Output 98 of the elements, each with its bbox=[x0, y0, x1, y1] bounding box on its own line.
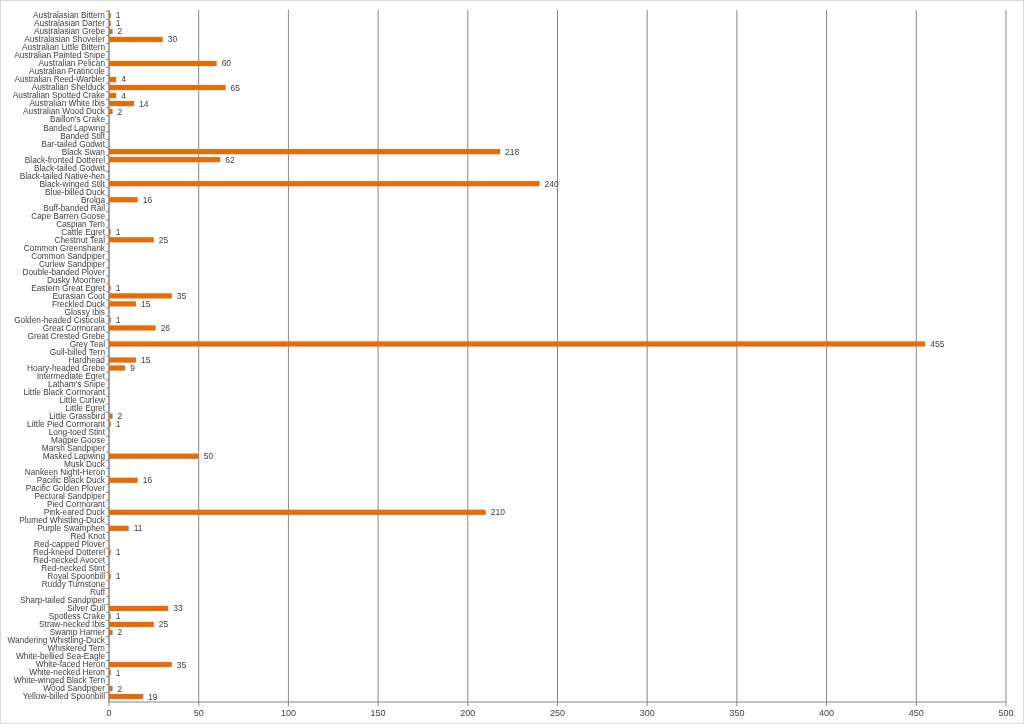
data-label: 30 bbox=[167, 34, 178, 45]
data-label: 1 bbox=[115, 419, 121, 430]
data-label: 19 bbox=[148, 691, 158, 702]
data-label: 1 bbox=[115, 571, 121, 582]
data-label: 4 bbox=[121, 74, 127, 85]
y-tick-label: Long-toed Stint bbox=[48, 427, 106, 438]
x-tick-label: 150 bbox=[370, 708, 386, 718]
y-tick-label: Hoary-headed Grebe bbox=[27, 362, 106, 373]
y-tick-label: Australian Little Bittern bbox=[21, 42, 106, 53]
data-label: 4 bbox=[121, 90, 127, 101]
y-tick-label: Plumed Whistling-Duck bbox=[19, 515, 106, 526]
y-tick-label: Grey Teal bbox=[69, 338, 106, 349]
data-label: 2 bbox=[117, 26, 123, 37]
data-label: 25 bbox=[158, 234, 169, 245]
x-tick-label: 450 bbox=[908, 708, 924, 718]
data-label: 16 bbox=[142, 194, 153, 205]
y-tick-label: Sharp-tailed Sandpiper bbox=[20, 595, 106, 606]
y-tick-label: Freckled Duck bbox=[51, 298, 106, 309]
data-label: 11 bbox=[133, 523, 143, 534]
data-label: 1 bbox=[115, 667, 121, 678]
y-tick-label: Australian Pratincole bbox=[28, 66, 106, 77]
y-tick-label: Little Egret bbox=[65, 403, 106, 413]
data-label: 455 bbox=[930, 338, 945, 349]
data-label: 15 bbox=[140, 298, 151, 309]
y-tick-label: Black-fronted Dotterel bbox=[24, 154, 106, 165]
y-tick-label: Wandering Whistling-Duck bbox=[7, 635, 106, 646]
data-label: 62 bbox=[225, 154, 235, 165]
x-tick-label: 500 bbox=[998, 708, 1014, 718]
data-label: 16 bbox=[142, 475, 153, 486]
y-tick-label: Red-necked Stint bbox=[41, 563, 106, 574]
y-tick-label: Australasian Bittern bbox=[33, 10, 106, 21]
data-label: 210 bbox=[490, 507, 506, 518]
y-tick-label: Caspian Tern bbox=[56, 218, 106, 229]
y-tick-label: White-necked Heron bbox=[29, 667, 106, 678]
y-tick-label: Australian Wood Duck bbox=[23, 106, 106, 117]
y-tick-label: Great Crested Grebe bbox=[27, 330, 106, 341]
data-label: 65 bbox=[230, 82, 241, 93]
data-label: 2 bbox=[117, 627, 123, 638]
y-tick-label: Australasian Shoveler bbox=[24, 34, 106, 45]
y-tick-label: Little Curlew bbox=[59, 394, 106, 405]
data-label: 15 bbox=[140, 354, 151, 365]
data-label: 25 bbox=[158, 619, 169, 630]
y-tick-label: Masked Lapwing bbox=[42, 451, 106, 462]
data-label: 1 bbox=[115, 547, 121, 558]
y-tick-label: Black Swan bbox=[61, 146, 106, 157]
y-tick-label: Whiskered Tern bbox=[47, 643, 106, 654]
data-label: 1 bbox=[115, 18, 121, 29]
y-tick-label: Hardhead bbox=[68, 354, 106, 365]
y-tick-label: Purple Swamphen bbox=[37, 523, 106, 534]
data-label: 60 bbox=[221, 58, 232, 69]
y-tick-label: Cape Barren Goose bbox=[31, 210, 106, 221]
data-label: 1 bbox=[115, 611, 121, 622]
y-tick-label: Great Cormorant bbox=[42, 322, 106, 333]
data-label: 2 bbox=[117, 683, 123, 694]
x-tick-label: 200 bbox=[460, 708, 476, 718]
y-tick-label: Black-tailed Native-hen bbox=[19, 170, 106, 181]
x-tick-label: 100 bbox=[280, 708, 296, 718]
x-tick-label: 50 bbox=[193, 708, 204, 718]
y-tick-label: Australasian Darter bbox=[33, 18, 106, 29]
y-tick-label: Australian Reed-Warbler bbox=[14, 74, 106, 85]
y-tick-label: Little Pied Cormorant bbox=[27, 419, 106, 430]
y-tick-label: Red Knot bbox=[70, 531, 106, 542]
y-tick-label: Australian Shelduck bbox=[31, 82, 106, 93]
data-label: 35 bbox=[176, 290, 187, 301]
data-label: 1 bbox=[115, 226, 121, 237]
data-label: 26 bbox=[160, 322, 171, 333]
y-tick-label: Glossy Ibis bbox=[64, 306, 105, 317]
data-label: 218 bbox=[505, 146, 520, 157]
y-tick-label: Pacific Golden Plover bbox=[25, 483, 106, 494]
y-tick-label: Black-tailed Godwit bbox=[33, 162, 106, 173]
y-tick-label: Brolga bbox=[81, 194, 106, 205]
data-label: 1 bbox=[115, 314, 121, 325]
data-label: 14 bbox=[139, 98, 149, 109]
data-label: 1 bbox=[115, 282, 121, 293]
data-label: 33 bbox=[173, 603, 183, 614]
data-label: 2 bbox=[117, 106, 123, 117]
y-tick-label: Black-winged Stilt bbox=[39, 178, 106, 189]
y-tick-label: Bar-tailed Godwit bbox=[41, 138, 106, 149]
y-tick-label: Australasian Grebe bbox=[33, 26, 106, 37]
x-tick-label: 250 bbox=[549, 708, 566, 718]
y-tick-label: Banded Lapwing bbox=[43, 122, 106, 133]
x-tick-label: 400 bbox=[819, 708, 835, 718]
x-tick-label: 300 bbox=[639, 708, 655, 718]
y-tick-label: Common Greenshank bbox=[23, 242, 106, 253]
y-tick-label: Royal Spoonbill bbox=[47, 571, 106, 582]
y-tick-label: Yellow-billed Spoonbill bbox=[22, 691, 106, 702]
y-tick-label: Pink-eared Duck bbox=[43, 507, 106, 518]
y-tick-label: Common Sandpiper bbox=[31, 250, 106, 261]
data-label: 2 bbox=[117, 411, 123, 422]
y-tick-label: Baillon's Crake bbox=[49, 114, 106, 125]
data-label: 9 bbox=[130, 363, 136, 373]
y-tick-label: Ruff bbox=[89, 587, 106, 598]
data-label: 50 bbox=[203, 451, 214, 462]
y-tick-label: Red-necked Avocet bbox=[33, 555, 106, 566]
data-label: 1 bbox=[115, 10, 121, 21]
data-label: 35 bbox=[176, 659, 187, 670]
x-tick-label: 350 bbox=[729, 708, 745, 718]
x-tick-label: 0 bbox=[106, 708, 112, 718]
